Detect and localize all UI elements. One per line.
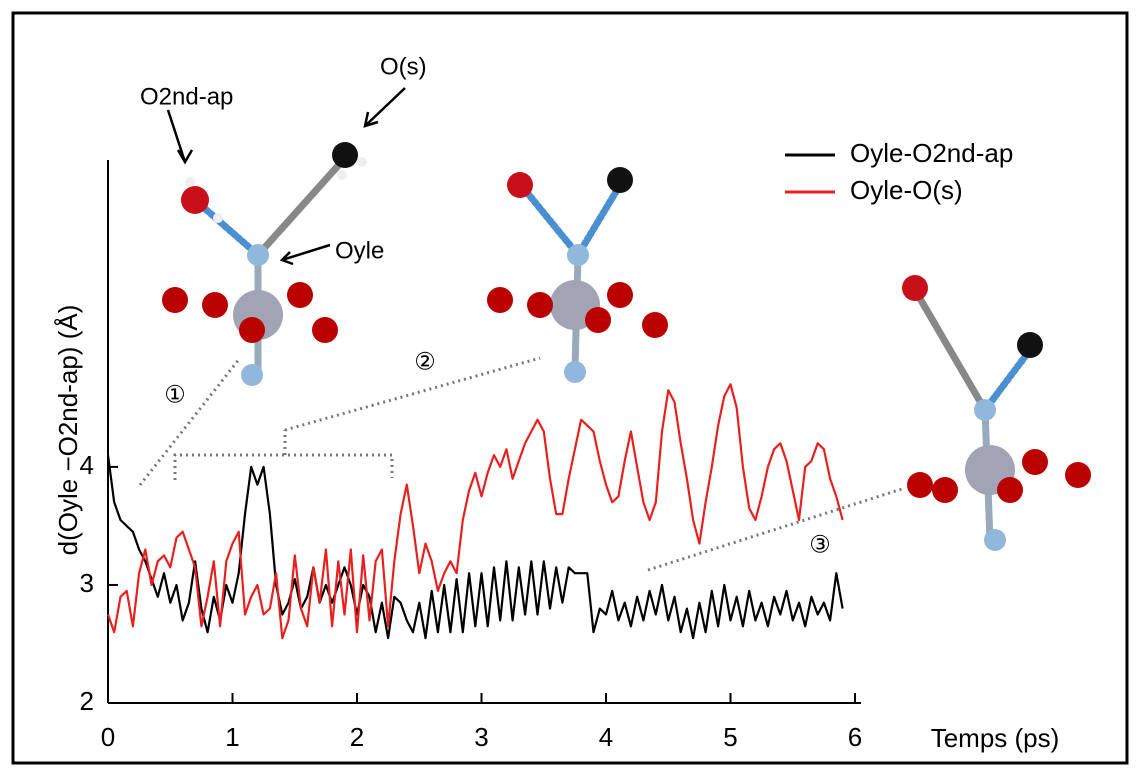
annotation: ② (414, 348, 436, 375)
x-tick-label: 2 (350, 722, 364, 752)
annotation: ① (164, 381, 186, 408)
annotation: O2nd-ap (140, 83, 233, 110)
x-tick-label: 1 (225, 722, 239, 752)
molecule-2 (487, 167, 668, 383)
molecule-3 (902, 275, 1091, 551)
x-axis-label: Temps (ps) (931, 723, 1060, 753)
y-tick-label: 3 (80, 568, 94, 598)
frame (11, 11, 1129, 765)
x-tick-label: 6 (848, 722, 862, 752)
x-tick-label: 0 (101, 722, 115, 752)
series-line (106, 454, 844, 640)
x-tick-label: 3 (474, 722, 488, 752)
molecule-1 (162, 142, 367, 386)
annotation: Oyle (335, 237, 384, 264)
legend-label: Oyle-O2nd-ap (850, 138, 1013, 168)
y-tick-label: 2 (80, 686, 94, 716)
legend-label: Oyle-O(s) (850, 175, 963, 205)
annotation: O(s) (380, 53, 427, 80)
y-tick-label: 4 (80, 450, 94, 480)
leader-lines (138, 356, 906, 572)
x-tick-label: 4 (599, 722, 613, 752)
y-axis-label: d(Oyle −O2nd-ap) (Å) (53, 305, 83, 556)
x-tick-label: 5 (723, 722, 737, 752)
annotation: ③ (809, 531, 831, 558)
arrows (166, 87, 406, 266)
series-line (106, 383, 844, 640)
